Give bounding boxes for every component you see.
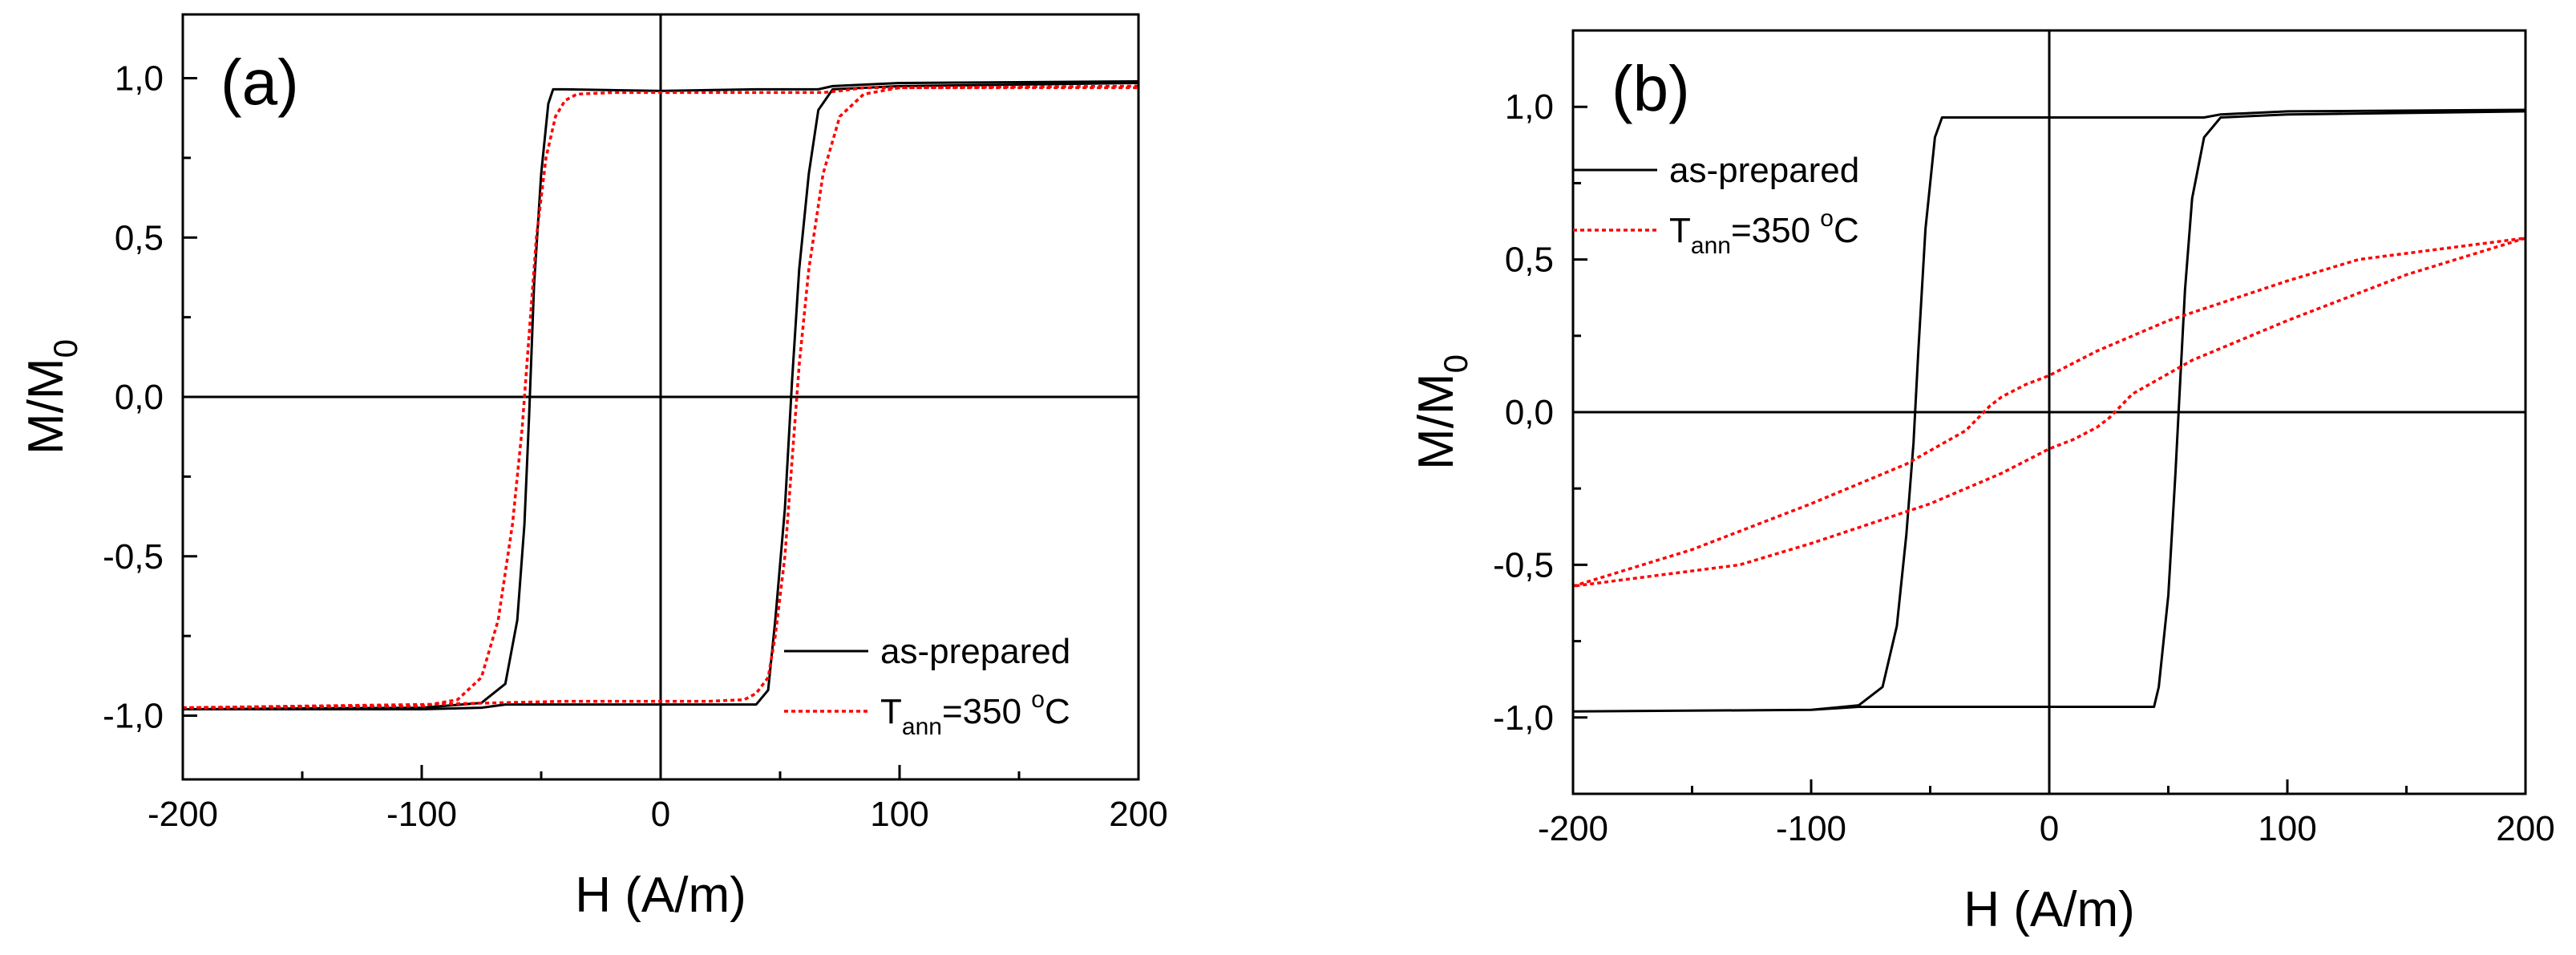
series-as-prepared-line <box>1573 108 2525 713</box>
x-tick-label: 100 <box>2258 809 2316 848</box>
y-tick-label: 0,5 <box>115 218 164 257</box>
x-axis-title: H (A/m) <box>1963 882 2135 937</box>
legend-annealed-main: T <box>1669 211 1691 250</box>
x-tick-label: -100 <box>1776 809 1846 848</box>
legend-annealed-rest: =350 <box>1731 211 1820 250</box>
y-tick-label: -1,0 <box>103 697 164 736</box>
y-tick-label: 0,0 <box>115 378 164 417</box>
x-tick-label: -200 <box>1538 809 1608 848</box>
legend-label-as-prepared: as-prepared <box>880 632 1070 671</box>
y-tick-label: 1,0 <box>115 59 164 99</box>
legend-annealed-rest: =350 <box>942 692 1031 731</box>
legend-annealed-main: T <box>880 692 902 731</box>
y-axis-title: M/M0 <box>18 339 84 455</box>
y-tick-label: -1,0 <box>1493 698 1554 738</box>
x-tick-label: 0 <box>651 795 670 834</box>
y-tick-label: 0,5 <box>1505 241 1554 280</box>
series-as-prepared-line <box>183 80 1138 710</box>
y-tick-label: -0,5 <box>103 537 164 577</box>
legend-label-as-prepared: as-prepared <box>1669 151 1859 190</box>
x-tick-label: 100 <box>870 795 928 834</box>
legend-annealed-sup: o <box>1820 205 1834 232</box>
y-tick-label: 1,0 <box>1505 87 1554 127</box>
panel-a: -200 -100 0 100 200 -1,0 -0,5 0,0 0,5 1,0 H (A/m) M… <box>18 13 1168 923</box>
x-axis-title: H (A/m) <box>575 868 746 923</box>
panel-label: (a) <box>220 47 299 118</box>
legend-annealed-unit: C <box>1045 692 1070 731</box>
y-axis-title-sub: 0 <box>1437 354 1474 373</box>
y-axis-title: M/M0 <box>1409 354 1474 470</box>
x-tick-label: 0 <box>2040 809 2059 848</box>
legend-label-annealed: Tann=350 oC <box>1669 205 1859 259</box>
y-tick-label: -0,5 <box>1493 545 1554 585</box>
x-tick-label: -100 <box>386 795 457 834</box>
y-axis-title-main: M/M <box>18 358 74 455</box>
x-tick-label: -200 <box>148 795 218 834</box>
x-tick-label: 200 <box>2496 809 2554 848</box>
y-axis-title-sub: 0 <box>47 339 84 358</box>
legend-annealed-unit: C <box>1834 211 1859 250</box>
series-annealed-line <box>183 84 1138 710</box>
y-tick-label: 0,0 <box>1505 393 1554 432</box>
series-group <box>1573 108 2525 713</box>
legend-annealed-sub: ann <box>902 714 942 740</box>
panel-b: -200 -100 0 100 200 -1,0 -0,5 0,0 0,5 1,0 H (A/m) M… <box>1409 29 2555 937</box>
panel-label: (b) <box>1612 53 1690 124</box>
x-tick-label: 200 <box>1109 795 1167 834</box>
series-annealed-line <box>1573 237 2525 588</box>
legend-label-annealed: Tann=350 oC <box>880 686 1070 740</box>
series-group <box>183 80 1138 710</box>
y-axis-title-main: M/M <box>1409 373 1464 470</box>
legend-annealed-sup: o <box>1031 686 1045 713</box>
legend-annealed-sub: ann <box>1691 233 1731 259</box>
